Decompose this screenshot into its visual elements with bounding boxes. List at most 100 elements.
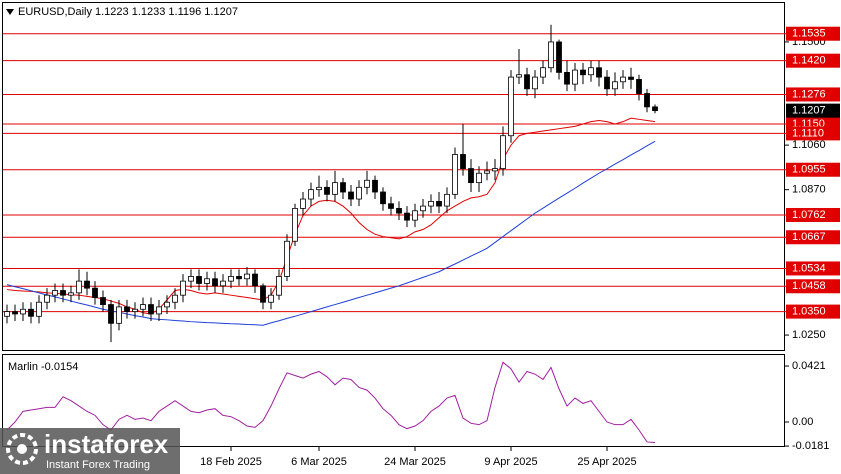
level-label-box (786, 87, 840, 102)
y-tick-label: 1.0870 (792, 184, 826, 196)
ma-line (6, 117, 656, 315)
candle-body (68, 292, 74, 296)
candle-body (340, 182, 346, 193)
level-label-box (786, 26, 840, 41)
level-label-box (786, 162, 840, 177)
candle-body (308, 189, 314, 200)
candle-body (316, 186, 322, 191)
candle-body (148, 304, 154, 315)
candle-body (228, 276, 234, 282)
x-tick-label: 24 Mar 2025 (384, 456, 446, 468)
indicator-panel (2, 354, 785, 447)
candle-body (364, 179, 370, 188)
level-label: 1.1535 (792, 28, 826, 40)
x-tick-label: 25 Apr 2025 (577, 456, 636, 468)
level-label-box (786, 207, 840, 222)
candle-body (332, 182, 338, 195)
candle-body (172, 294, 178, 303)
candle-body (76, 280, 82, 294)
candle-body (20, 308, 26, 315)
candle-body (540, 67, 546, 78)
logo-circle (6, 433, 38, 465)
chart-title: EURUSD,Daily 1.1223 1.1233 1.1196 1.1207 (18, 6, 238, 18)
logo-brand: instaforex (44, 429, 169, 459)
candle-body (396, 208, 402, 214)
candle-body (508, 76, 514, 137)
candle-body (4, 311, 10, 317)
level-label-box (786, 279, 840, 294)
candle-body (324, 186, 330, 195)
candle-body (444, 193, 450, 207)
logo-icon (6, 433, 38, 465)
candle-body (404, 212, 410, 221)
level-label-box (786, 230, 840, 245)
y-tick-label: 0.0421 (792, 360, 826, 372)
candle-body (476, 172, 482, 184)
candle-body (380, 191, 386, 205)
candle-body (388, 203, 394, 209)
logo-tagline: Instant Forex Trading (46, 459, 150, 471)
y-tick-label: 1.1060 (792, 139, 826, 151)
candle-body (372, 179, 378, 193)
candle-body (252, 273, 258, 287)
candle-body (548, 41, 554, 69)
level-label: 1.0955 (792, 164, 826, 176)
level-label-box (786, 53, 840, 68)
x-tick-label: 18 Feb 2025 (200, 456, 262, 468)
last-price-label: 1.1207 (792, 105, 826, 117)
candle-body (428, 200, 434, 207)
candle-body (556, 41, 562, 73)
x-tick-label: 6 Mar 2025 (291, 456, 347, 468)
y-tick-label: -0.0181 (792, 440, 829, 452)
level-label: 1.1276 (792, 88, 826, 100)
level-label-box (786, 304, 840, 319)
candle-body (572, 69, 578, 85)
last-price-box (786, 103, 840, 118)
level-label: 1.1110 (792, 127, 824, 139)
candle-body (28, 308, 34, 317)
candle-body (636, 79, 642, 94)
level-label: 1.0458 (792, 280, 826, 292)
menu-icon (6, 9, 14, 15)
candle-body (188, 276, 194, 282)
candle-body (412, 210, 418, 221)
candle-body (604, 76, 610, 90)
candle-body (284, 240, 290, 277)
y-tick-label: 0.00 (792, 416, 813, 428)
candle-body (108, 304, 114, 324)
level-label: 1.0667 (792, 231, 826, 243)
level-label: 1.1420 (792, 55, 826, 67)
candle-body (500, 135, 506, 169)
level-label: 1.0350 (792, 306, 826, 318)
level-label: 1.0762 (792, 209, 826, 221)
candle-body (260, 285, 266, 303)
y-tick-label: 1.0250 (792, 329, 826, 341)
candle-body (596, 67, 602, 78)
candle-body (36, 301, 42, 317)
main-panel (2, 2, 785, 351)
candle-body (180, 280, 186, 296)
candle-body (356, 186, 362, 200)
level-label-box (786, 126, 840, 141)
candle-body (244, 273, 250, 280)
candle-body (276, 276, 282, 296)
candle-body (300, 198, 306, 209)
indicator-line (6, 361, 656, 443)
candle-body (460, 154, 466, 169)
candle-body (484, 170, 490, 174)
candle-body (124, 306, 130, 313)
candle-body (164, 301, 170, 308)
candle-body (204, 278, 210, 284)
candle-body (60, 290, 66, 296)
candle-body (436, 200, 442, 207)
level-label-box (786, 261, 840, 276)
logo-core (17, 444, 27, 454)
candle-body (516, 74, 522, 78)
candle-body (588, 67, 594, 76)
candle-body (220, 280, 226, 287)
candle-body (524, 74, 530, 90)
candle-body (580, 69, 586, 76)
candle-body (116, 306, 122, 324)
indicator-title: Marlin -0.0154 (8, 361, 78, 373)
